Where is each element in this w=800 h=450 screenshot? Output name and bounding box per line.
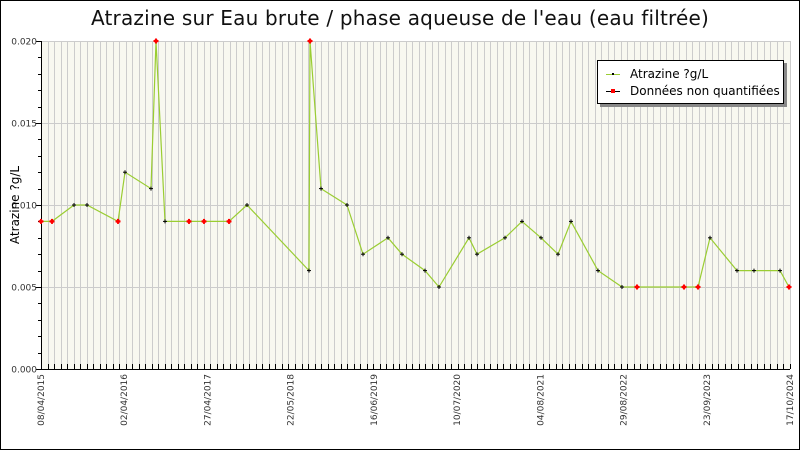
- svg-text:0.010: 0.010: [11, 202, 37, 212]
- chart-title: Atrazine sur Eau brute / phase aqueuse d…: [90, 6, 710, 30]
- data-markers: [38, 38, 792, 290]
- svg-text:23/09/2023: 23/09/2023: [703, 374, 713, 426]
- svg-text:16/06/2019: 16/06/2019: [370, 374, 380, 426]
- svg-text:22/05/2018: 22/05/2018: [287, 374, 297, 426]
- y-axis-label: Atrazine ?g/L: [8, 166, 22, 244]
- svg-text:10/07/2020: 10/07/2020: [453, 374, 463, 426]
- legend-item-non-quantified: Données non quantifiées: [606, 83, 780, 99]
- y-tick-labels: 0.000 0.005 0.010 0.015 0.020: [11, 38, 37, 376]
- svg-text:08/04/2015: 08/04/2015: [37, 374, 47, 426]
- svg-text:0.005: 0.005: [11, 284, 37, 294]
- svg-text:17/10/2024: 17/10/2024: [786, 374, 796, 426]
- svg-text:0.020: 0.020: [11, 38, 37, 48]
- axes: [41, 41, 790, 370]
- legend-marker-non-quantified-icon: [606, 86, 620, 96]
- svg-text:04/08/2021: 04/08/2021: [536, 374, 546, 426]
- legend-label: Atrazine ?g/L: [630, 67, 709, 81]
- legend-marker-atrazine-icon: [606, 69, 620, 79]
- legend: Atrazine ?g/L Données non quantifiées: [597, 60, 784, 104]
- svg-text:0.015: 0.015: [11, 120, 37, 130]
- legend-label: Données non quantifiées: [630, 84, 780, 98]
- svg-text:0.000: 0.000: [11, 366, 37, 376]
- svg-text:29/08/2022: 29/08/2022: [620, 374, 630, 426]
- svg-text:27/04/2017: 27/04/2017: [203, 374, 213, 426]
- x-tick-labels: 08/04/2015 02/04/2016 27/04/2017 22/05/2018…: [37, 374, 796, 426]
- svg-text:02/04/2016: 02/04/2016: [120, 374, 130, 426]
- legend-item-atrazine: Atrazine ?g/L: [606, 66, 708, 82]
